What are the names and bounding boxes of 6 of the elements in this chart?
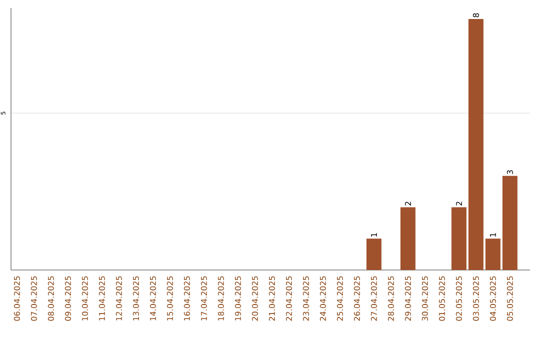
bar bbox=[400, 207, 416, 270]
bar bbox=[468, 18, 484, 270]
bar bbox=[366, 238, 382, 270]
bar bbox=[451, 207, 466, 270]
bar bbox=[485, 238, 500, 270]
bar bbox=[502, 176, 518, 270]
